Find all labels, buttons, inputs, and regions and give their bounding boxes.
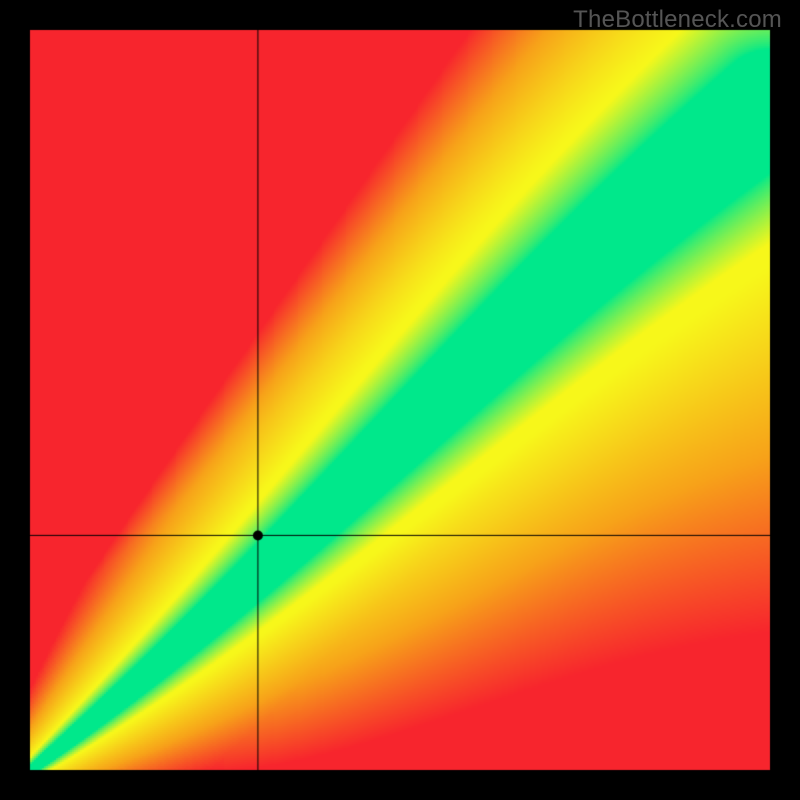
bottleneck-heatmap [0, 0, 800, 800]
watermark-text: TheBottleneck.com [573, 6, 782, 34]
chart-container: TheBottleneck.com [0, 0, 800, 800]
